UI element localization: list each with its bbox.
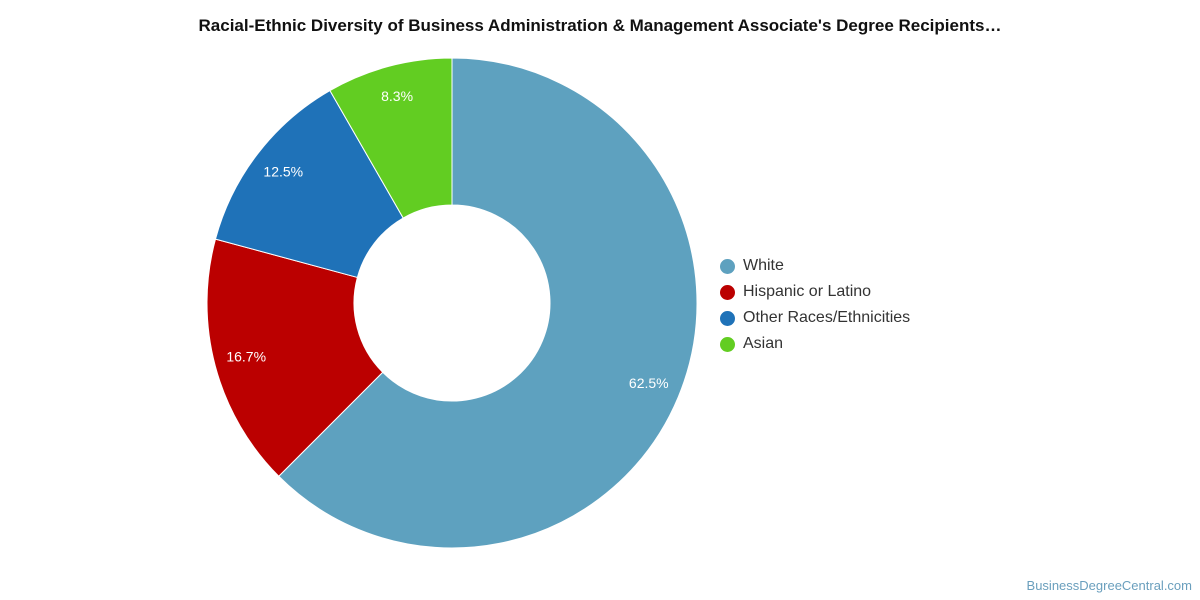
legend-swatch bbox=[720, 284, 735, 300]
slice-white[interactable] bbox=[278, 57, 698, 549]
slice-hispanic-or-latino[interactable] bbox=[206, 238, 384, 477]
slice-value-label: 16.7% bbox=[226, 349, 266, 365]
legend-item-white[interactable]: White bbox=[720, 253, 910, 279]
slice-asian[interactable] bbox=[329, 57, 453, 219]
slice-value-label: 62.5% bbox=[629, 375, 669, 391]
slice-value-label: 8.3% bbox=[381, 88, 413, 104]
legend-swatch bbox=[720, 258, 735, 274]
legend-item-asian[interactable]: Asian bbox=[720, 331, 910, 357]
legend-label: Asian bbox=[743, 335, 784, 352]
legend-label: Hispanic or Latino bbox=[743, 283, 872, 300]
chart-title: Racial-Ethnic Diversity of Business Admi… bbox=[198, 16, 1002, 35]
legend-label: White bbox=[743, 257, 784, 274]
legend-swatch bbox=[720, 336, 735, 352]
slice-value-label: 12.5% bbox=[263, 164, 303, 180]
legend-swatch bbox=[720, 310, 735, 326]
source-credit[interactable]: BusinessDegreeCentral.com bbox=[1026, 578, 1192, 593]
legend-item-other-races[interactable]: Other Races/Ethnicities bbox=[720, 305, 910, 331]
legend: White Hispanic or Latino Other Races/Eth… bbox=[720, 253, 910, 357]
legend-label: Other Races/Ethnicities bbox=[743, 309, 911, 326]
legend-item-hispanic-or-latino[interactable]: Hispanic or Latino bbox=[720, 279, 910, 305]
